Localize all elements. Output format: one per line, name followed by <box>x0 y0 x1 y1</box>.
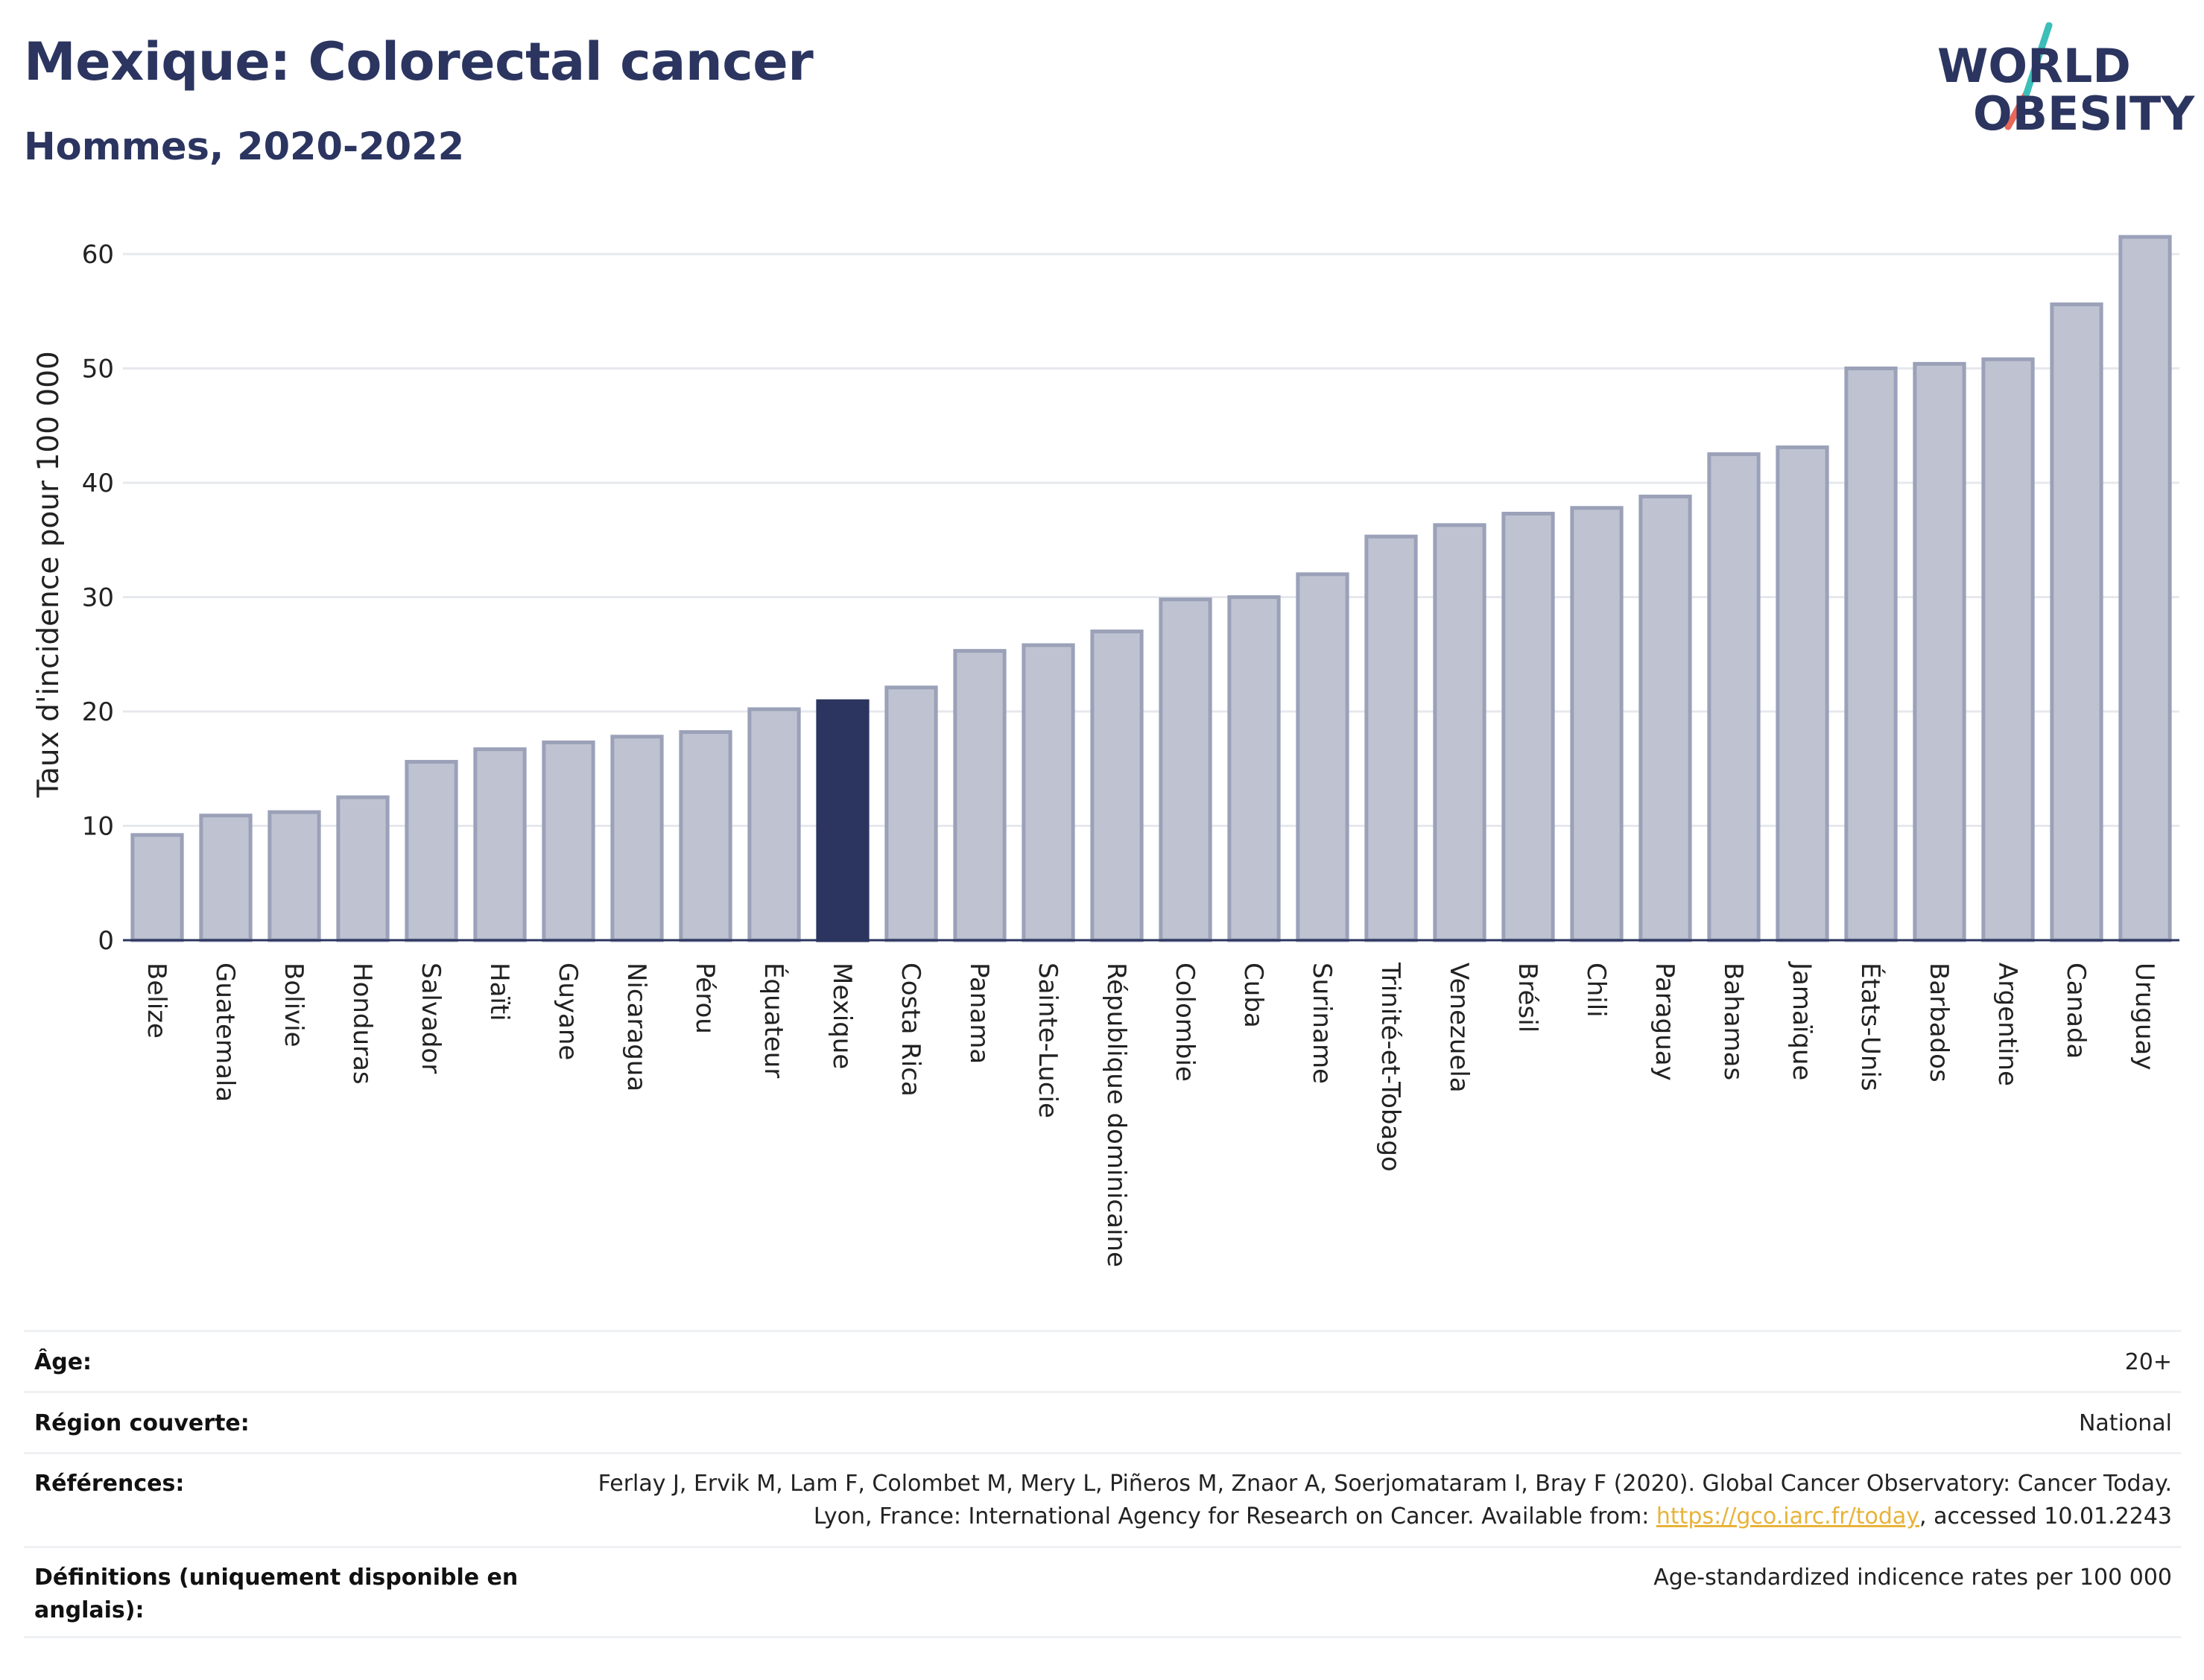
bar-2 <box>267 810 321 942</box>
bar-22 <box>1638 494 1692 942</box>
bar-16 <box>1227 595 1281 942</box>
x-tick-label: Jamaïque <box>1787 961 1817 1080</box>
bar-9 <box>747 707 801 942</box>
world-obesity-logo: WORLD OBESITY <box>1937 22 2195 156</box>
x-tick-label: Venezuela <box>1444 963 1474 1093</box>
x-tick-label: Suriname <box>1307 963 1337 1084</box>
x-tick-label: Argentine <box>1992 963 2022 1086</box>
logo-slash-icon <box>2004 22 2053 130</box>
info-table: Âge: 20+ Région couverte: National Référ… <box>24 1330 2181 1638</box>
y-tick-label: 0 <box>98 926 114 956</box>
y-tick-label: 50 <box>82 355 114 384</box>
x-tick-label: Nicaragua <box>621 963 651 1091</box>
x-tick-label: Équateur <box>759 963 789 1078</box>
bar-15 <box>1159 597 1212 942</box>
y-tick-label: 10 <box>82 812 114 842</box>
references-label: Références: <box>34 1471 185 1497</box>
bar-12 <box>953 649 1007 942</box>
bar-10 <box>816 699 870 942</box>
x-tick-label: Honduras <box>347 963 377 1085</box>
references-link[interactable]: https://gco.iarc.fr/today <box>1656 1503 1920 1530</box>
x-tick-label: Paraguay <box>1650 963 1679 1081</box>
logo-text-world: WORLD <box>1937 39 2131 93</box>
bar-18 <box>1364 534 1418 942</box>
x-tick-label: Brésil <box>1513 963 1542 1033</box>
x-tick-label: Haïti <box>484 963 514 1021</box>
x-tick-label: Belize <box>142 963 171 1039</box>
bar-7 <box>610 735 664 942</box>
x-tick-label: Cuba <box>1238 963 1268 1028</box>
info-row-region: Région couverte: National <box>24 1391 2181 1452</box>
references-value: Ferlay J, Ervik M, Lam F, Colombet M, Me… <box>570 1468 2181 1533</box>
bar-27 <box>1981 357 2035 942</box>
bar-8 <box>679 730 732 942</box>
x-tick-label: Sainte-Lucie <box>1033 963 1063 1118</box>
x-tick-label: Guatemala <box>210 963 240 1102</box>
x-tick-label: Salvador <box>416 963 446 1074</box>
bar-6 <box>542 740 595 942</box>
logo-text-obesity: OBESITY <box>1973 86 2195 141</box>
region-label: Région couverte: <box>34 1410 250 1436</box>
references-suffix: , accessed 10.01.2243 <box>1919 1503 2172 1530</box>
bar-29 <box>2118 235 2172 942</box>
bar-13 <box>1022 643 1075 942</box>
age-label: Âge: <box>34 1349 92 1375</box>
bar-28 <box>2050 302 2103 942</box>
bar-26 <box>1913 361 1966 942</box>
info-row-references: Références: Ferlay J, Ervik M, Lam F, Co… <box>24 1452 2181 1546</box>
x-tick-label: Panama <box>964 963 994 1064</box>
x-tick-label: Bahamas <box>1718 963 1748 1080</box>
bar-19 <box>1433 523 1486 942</box>
definitions-label: Définitions (uniquement disponible en an… <box>34 1565 519 1623</box>
bar-23 <box>1707 452 1761 942</box>
bar-11 <box>884 685 938 942</box>
bar-4 <box>405 760 458 942</box>
y-tick-label: 60 <box>82 240 114 270</box>
bar-17 <box>1296 572 1349 942</box>
info-row-definitions: Définitions (uniquement disponible en an… <box>24 1546 2181 1638</box>
y-axis-title: Taux d'incidence pour 100 000 <box>32 351 66 798</box>
y-tick-label: 40 <box>82 469 114 498</box>
definitions-value: Age-standardized indicence rates per 100… <box>1653 1565 2172 1591</box>
bar-14 <box>1090 630 1144 942</box>
bar-21 <box>1570 506 1624 942</box>
x-tick-label: Barbados <box>1924 963 1954 1083</box>
bar-1 <box>199 814 253 942</box>
bar-3 <box>336 795 390 942</box>
x-tick-label: République dominicaine <box>1101 963 1131 1267</box>
bar-5 <box>473 747 527 942</box>
x-tick-label: Pérou <box>690 963 720 1034</box>
x-tick-label: Costa Rica <box>896 963 925 1097</box>
y-tick-label: 30 <box>82 583 114 613</box>
y-tick-label: 20 <box>82 697 114 727</box>
x-tick-label: Mexique <box>827 963 857 1069</box>
x-tick-label: Uruguay <box>2129 963 2159 1071</box>
x-tick-label: Colombie <box>1170 963 1200 1082</box>
x-tick-label: Canada <box>2061 963 2091 1059</box>
bar-chart: 0 10 20 30 40 50 60 Taux d'incidence pour 100 0… <box>32 235 2179 1267</box>
bar-25 <box>1844 367 1898 942</box>
x-tick-label: Guyane <box>553 963 583 1060</box>
bar-0 <box>130 833 184 942</box>
region-value: National <box>2078 1410 2172 1436</box>
x-tick-label: Chili <box>1581 963 1611 1018</box>
chart-title: Mexique: Colorectal cancer <box>24 31 814 92</box>
x-tick-label: Bolivie <box>279 963 308 1047</box>
chart-subtitle: Hommes, 2020-2022 <box>24 125 465 169</box>
bar-20 <box>1501 511 1555 942</box>
age-value: 20+ <box>2124 1349 2172 1375</box>
x-tick-label: États-Unis <box>1855 963 1886 1091</box>
info-row-age: Âge: 20+ <box>24 1330 2181 1391</box>
references-text: Ferlay J, Ervik M, Lam F, Colombet M, Me… <box>598 1471 2172 1530</box>
bar-24 <box>1776 445 1829 942</box>
x-tick-label: Trinité-et-Tobago <box>1375 962 1405 1172</box>
